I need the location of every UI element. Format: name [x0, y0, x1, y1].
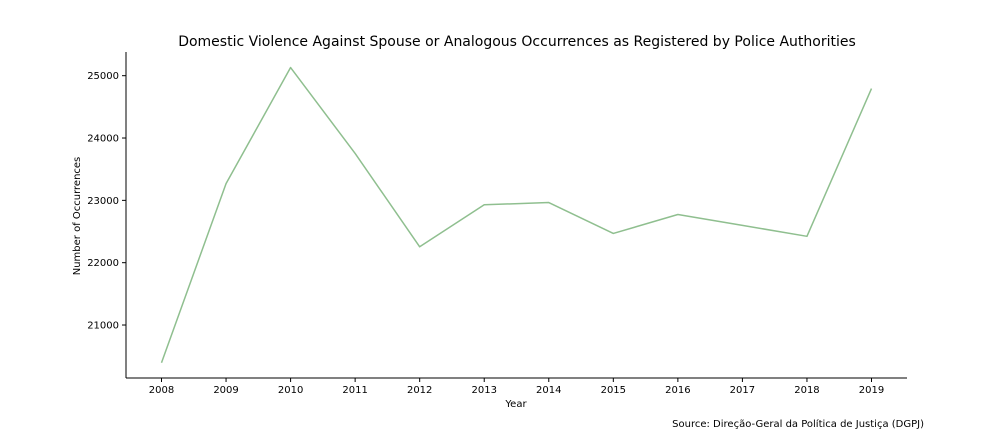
x-tick-label: 2012 — [407, 385, 432, 396]
axes — [125, 52, 907, 379]
x-tick-label: 2017 — [730, 385, 755, 396]
x-tick-label: 2009 — [213, 385, 238, 396]
x-tick-label: 2018 — [794, 385, 819, 396]
x-tick-label: 2015 — [601, 385, 626, 396]
x-tick-label: 2013 — [472, 385, 497, 396]
x-tick-label: 2010 — [278, 385, 303, 396]
y-tick-label: 23000 — [87, 196, 119, 207]
y-axis-label: Number of Occurrences — [72, 157, 83, 276]
x-tick-label: 2019 — [859, 385, 884, 396]
x-axis-ticks: 2008 2009 2010 2011 2012 2013 2014 2015 2016 2017… — [149, 378, 884, 396]
y-tick-label: 24000 — [87, 134, 119, 145]
y-tick-label: 22000 — [87, 258, 119, 269]
x-axis-label: Year — [504, 399, 527, 410]
series-line — [160, 66, 873, 363]
x-tick-label: 2011 — [342, 385, 367, 396]
y-axis-ticks: 21000 22000 23000 24000 25000 — [87, 71, 126, 332]
data-series — [160, 66, 873, 363]
x-tick-label: 2014 — [536, 385, 561, 396]
source-note: Source: Direção-Geral da Política de Jus… — [672, 418, 924, 430]
x-tick-label: 2016 — [665, 385, 690, 396]
x-tick-label: 2008 — [149, 385, 174, 396]
y-tick-label: 25000 — [87, 71, 119, 82]
chart-title: Domestic Violence Against Spouse or Anal… — [178, 34, 856, 50]
y-tick-label: 21000 — [87, 321, 119, 332]
